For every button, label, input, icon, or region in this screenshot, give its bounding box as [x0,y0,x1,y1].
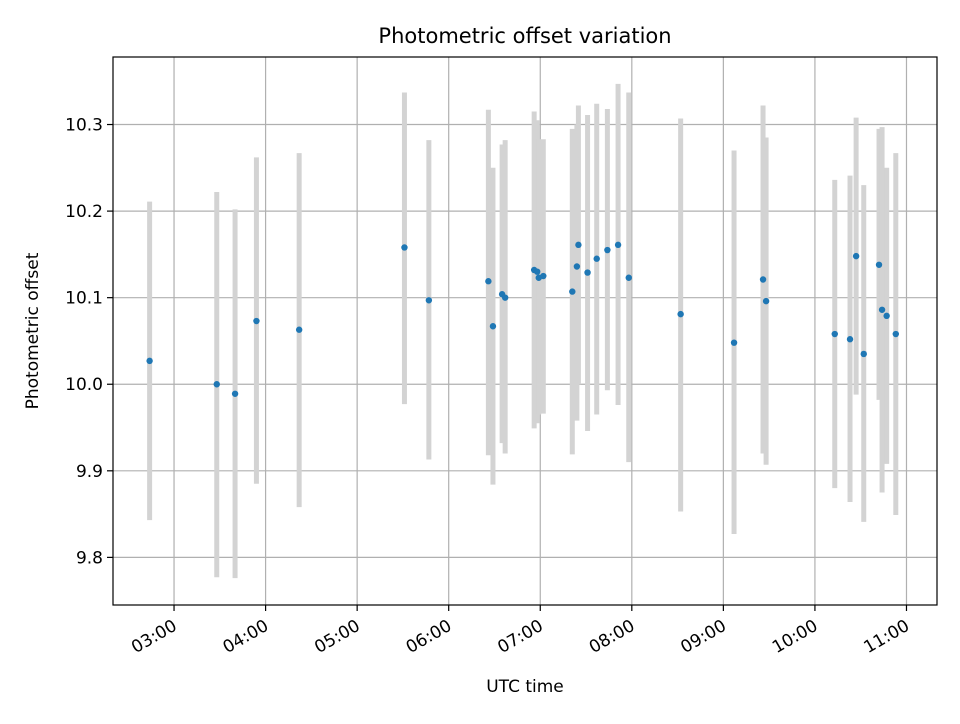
y-tick-label: 10.1 [65,289,103,309]
y-axis-label: Photometric offset [23,252,43,409]
data-point [584,269,591,276]
x-axis-label: UTC time [486,677,564,697]
data-point [614,241,622,249]
data-point [146,357,153,365]
data-point [878,306,886,313]
data-point [231,390,239,397]
data-point [593,255,600,262]
y-tick-label: 10.0 [65,375,103,395]
data-point [730,339,738,346]
data-point [501,294,509,301]
data-point [573,263,581,270]
data-point [852,252,860,260]
data-point [213,381,220,388]
data-point [604,246,611,254]
data-point [892,330,899,338]
data-point [883,312,890,320]
y-tick-label: 10.3 [65,116,103,136]
y-tick-label: 9.8 [76,548,103,568]
data-point [485,278,492,285]
data-points [146,241,899,397]
data-point [534,268,541,275]
data-point [540,272,547,280]
y-tick-label: 10.2 [65,202,103,222]
data-point [625,274,632,281]
data-point [860,350,867,358]
data-point [831,330,838,338]
data-point [759,276,767,283]
data-point [762,297,770,305]
data-point [569,288,576,295]
data-point [295,326,303,333]
y-tick-label: 9.9 [76,462,103,482]
data-point [489,323,497,330]
data-point [425,297,433,304]
data-point [575,241,582,249]
chart-title: Photometric offset variation [378,24,671,48]
data-point [875,261,883,268]
y-axis-ticks: 9.8 9.9 10.0 10.1 10.2 10.3 [65,116,113,568]
data-point [253,317,260,325]
data-point [401,244,408,251]
data-point [677,310,684,318]
data-point [846,336,854,343]
plot-area-frame [112,56,938,606]
